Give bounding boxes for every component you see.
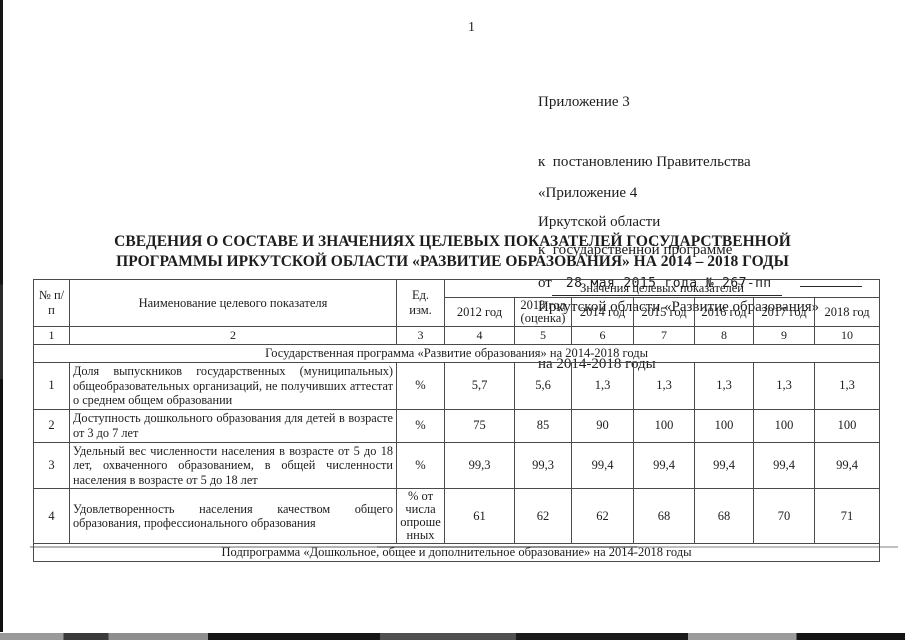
indicator-unit: %	[396, 441, 445, 489]
value-2016: 100	[694, 408, 754, 443]
indicator-unit: %	[396, 362, 445, 410]
value-2014: 62	[571, 488, 634, 544]
annex-line-2: к постановлению Правительства	[538, 154, 751, 170]
scan-artifact-left-edge	[0, 0, 3, 632]
column-header-year-2015: 2015 год	[633, 297, 695, 327]
value-2014: 90	[571, 408, 634, 443]
column-header-unit: Ед. изм.	[396, 279, 445, 327]
value-2017: 70	[753, 488, 815, 544]
section-title: Подпрограмма «Дошкольное, общее и дополн…	[32, 543, 881, 562]
value-2017: 99,4	[753, 441, 815, 489]
value-2012: 5,7	[444, 362, 515, 410]
value-2013: 5,6	[514, 362, 572, 410]
column-header-num: № п/п	[33, 279, 70, 327]
column-number-cell: 10	[813, 326, 881, 345]
value-2015: 68	[633, 488, 695, 544]
document-title: СВЕДЕНИЯ О СОСТАВЕ И ЗНАЧЕНИЯХ ЦЕЛЕВЫХ П…	[40, 232, 865, 272]
value-2018: 100	[813, 408, 881, 443]
page-number: 1	[468, 20, 475, 35]
column-number-cell: 8	[694, 326, 754, 345]
annex-line-3: Иркутской области	[538, 214, 661, 230]
column-header-year-2012: 2012 год	[444, 297, 515, 327]
value-2013: 62	[514, 488, 572, 544]
table-header-row-group: № п/п Наименование целевого показателя Е…	[33, 279, 881, 327]
table-row: 2 Доступность дошкольного образования дл…	[33, 408, 881, 443]
column-number-cell: 5	[514, 326, 572, 345]
column-header-year-2014: 2014 год	[571, 297, 634, 327]
indicator-name: Удельный вес численности населения в воз…	[69, 441, 397, 489]
title-line-1: СВЕДЕНИЯ О СОСТАВЕ И ЗНАЧЕНИЯХ ЦЕЛЕВЫХ П…	[114, 233, 791, 250]
scan-artifact-bottom-bar	[0, 633, 905, 640]
column-number-cell: 9	[753, 326, 815, 345]
column-header-year-2018: 2018 год	[813, 297, 881, 327]
value-2015: 99,4	[633, 441, 695, 489]
annex2-line-2: к государственной программе	[538, 242, 733, 258]
indicator-name: Удовлетворенность населения качеством об…	[69, 488, 397, 544]
value-2013: 99,3	[514, 441, 572, 489]
value-2016: 68	[694, 488, 754, 544]
value-2013: 85	[514, 408, 572, 443]
row-num: 1	[33, 362, 70, 410]
column-number-cell: 4	[444, 326, 515, 345]
annex2-line-1: «Приложение 4	[538, 185, 638, 201]
value-2014: 1,3	[571, 362, 634, 410]
column-header-year-2017: 2017 год	[753, 297, 815, 327]
section-title: Государственная программа «Развитие обра…	[32, 344, 881, 363]
value-2016: 99,4	[694, 441, 754, 489]
value-2015: 1,3	[633, 362, 695, 410]
indicator-unit: %	[396, 408, 445, 443]
title-line-2: ПРОГРАММЫ ИРКУТСКОЙ ОБЛАСТИ «РАЗВИТИЕ ОБ…	[116, 253, 789, 270]
indicator-name: Доступность дошкольного образования для …	[69, 408, 397, 443]
value-2016: 1,3	[694, 362, 754, 410]
column-header-values-group: Значения целевых показателей	[443, 279, 881, 298]
value-2018: 1,3	[813, 362, 881, 410]
column-number-cell: 7	[633, 326, 695, 345]
row-num: 2	[33, 408, 70, 443]
value-2018: 71	[813, 488, 881, 544]
value-2014: 99,4	[571, 441, 634, 489]
indicator-unit: % от числа опрошенных	[396, 488, 445, 544]
table-header-row-years: 2012 год 2013 год (оценка) 2014 год 2015…	[34, 297, 881, 327]
value-2012: 99,3	[444, 441, 515, 489]
table-row: 4 Удовлетворенность населения качеством …	[33, 488, 881, 544]
column-number-row: 1 2 3 4 5 6 7 8 9 10	[33, 326, 881, 345]
value-2015: 100	[633, 408, 695, 443]
column-header-year-2013: 2013 год (оценка)	[514, 297, 572, 327]
value-2012: 61	[444, 488, 515, 544]
column-number-cell: 1	[33, 326, 70, 345]
indicators-table: № п/п Наименование целевого показателя Е…	[32, 279, 881, 562]
column-number-cell: 6	[571, 326, 634, 345]
table-row: 1 Доля выпускников государственных (муни…	[33, 362, 881, 410]
value-2017: 1,3	[753, 362, 815, 410]
column-header-year-2016: 2016 год	[694, 297, 754, 327]
indicator-name: Доля выпускников государственных (муници…	[69, 362, 397, 410]
row-num: 3	[33, 441, 70, 489]
column-number-cell: 2	[69, 326, 397, 345]
value-2018: 99,4	[813, 441, 881, 489]
column-header-name: Наименование целевого показателя	[69, 279, 397, 327]
value-2012: 75	[444, 408, 515, 443]
table-row: 3 Удельный вес численности населения в в…	[33, 441, 881, 489]
section-row-state-program: Государственная программа «Развитие обра…	[32, 344, 881, 363]
column-number-cell: 3	[396, 326, 445, 345]
row-num: 4	[33, 488, 70, 544]
section-row-subprogram: Подпрограмма «Дошкольное, общее и дополн…	[32, 543, 881, 562]
annex-line-1: Приложение 3	[538, 94, 630, 110]
value-2017: 100	[753, 408, 815, 443]
